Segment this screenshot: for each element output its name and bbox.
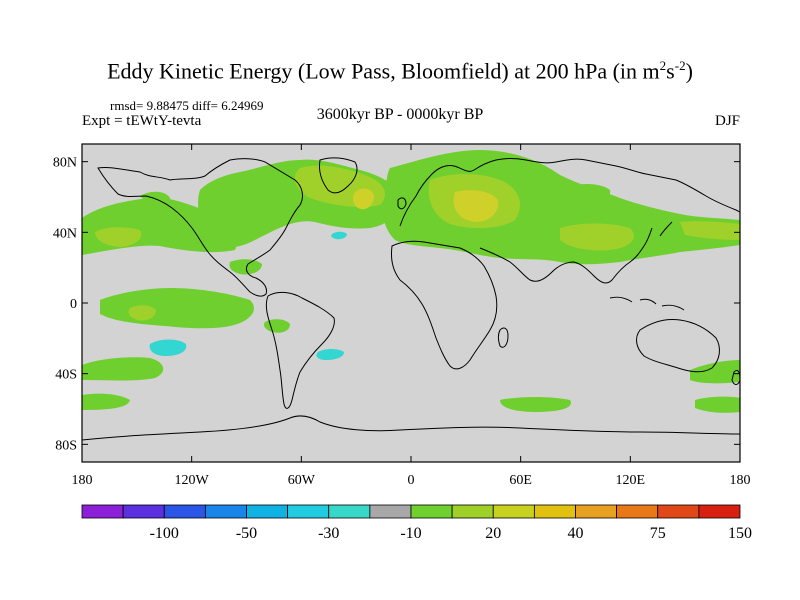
y-tick-label: 80N	[53, 156, 77, 171]
field-region	[316, 349, 344, 360]
coast-british-isles	[397, 197, 407, 210]
x-tick-label: 180	[730, 473, 751, 488]
colorbar-label: -100	[150, 525, 179, 542]
coastlines	[82, 157, 740, 441]
field-region	[128, 305, 156, 321]
colorbar-label: 40	[568, 525, 584, 542]
period-label: 3600kyr BP - 0000kyr BP	[316, 106, 484, 123]
colorbar-swatch	[163, 504, 206, 519]
x-tick-label: 120W	[175, 473, 210, 488]
field-region	[331, 231, 347, 240]
x-tick-label: 0	[408, 473, 415, 488]
y-tick-label: 80S	[55, 438, 77, 453]
coast-greenland	[319, 157, 358, 194]
colorbar-swatch	[657, 504, 700, 519]
colorbar-swatch	[533, 504, 576, 519]
field-region	[690, 360, 740, 384]
colorbar-swatch	[698, 504, 741, 519]
x-tick-label: 120E	[616, 473, 646, 488]
colorbar-swatch	[575, 504, 618, 519]
field-region	[560, 223, 634, 251]
colorbar-swatch	[451, 504, 494, 519]
colorbar-label: -10	[400, 525, 421, 542]
colorbar-labels: -100 -50 -30 -10 20 40 75 150	[150, 525, 752, 542]
coast-eurasia	[399, 158, 740, 227]
colorbar-label: 75	[650, 525, 666, 542]
field-region	[560, 184, 611, 204]
x-axis: 180 120W 60W 0 60E 120E 180	[72, 144, 751, 488]
field-region	[695, 396, 740, 413]
colorbar-label: -30	[318, 525, 339, 542]
colorbar-label: -50	[236, 525, 257, 542]
coast-japan	[659, 221, 673, 237]
title-sup2: -2	[674, 58, 686, 73]
colorbar-swatch	[492, 504, 535, 519]
coast-antarctica	[82, 415, 740, 441]
y-axis: 80N 40N 0 40S 80S	[53, 156, 740, 453]
x-tick-label: 60W	[288, 473, 316, 488]
colorbar-swatch	[369, 504, 412, 519]
field-region	[82, 357, 164, 381]
y-tick-label: 0	[70, 297, 77, 312]
stats-text: rmsd= 9.88475 diff= 6.24969	[110, 98, 264, 113]
field-region	[149, 339, 187, 356]
field-region	[680, 221, 740, 240]
colorbar-label: 20	[485, 525, 501, 542]
title-main: Eddy Kinetic Energy (Low Pass, Bloomfiel…	[107, 58, 660, 84]
colorbar-swatch	[616, 504, 659, 519]
field-region	[263, 319, 290, 333]
field-region	[353, 188, 374, 210]
colorbar-swatch	[246, 504, 289, 519]
chart-title: Eddy Kinetic Energy (Low Pass, Bloomfiel…	[0, 58, 800, 84]
colorbar-swatch	[410, 504, 453, 519]
coast-australia	[636, 319, 720, 373]
y-tick-label: 40S	[55, 368, 77, 383]
field-region	[229, 259, 262, 275]
coast-south-america	[265, 291, 335, 409]
colorbar-swatch	[328, 504, 371, 519]
colorbar-swatch	[204, 504, 247, 519]
coast-africa	[391, 240, 498, 370]
colorbar-label: 150	[728, 525, 752, 542]
field-region	[95, 227, 142, 247]
title-sup1: 2	[659, 58, 667, 73]
coast-asia-south	[479, 227, 653, 284]
colorbar-swatch	[81, 504, 124, 519]
title-mid: s	[666, 58, 675, 84]
x-tick-label: 60E	[509, 473, 532, 488]
colorbar	[81, 504, 741, 519]
colorbar-swatch	[122, 504, 165, 519]
y-tick-label: 40N	[53, 226, 77, 241]
field-layer	[82, 150, 740, 413]
x-tick-label: 180	[72, 473, 93, 488]
field-region	[82, 393, 130, 410]
field-region	[500, 397, 571, 412]
coast-madagascar	[498, 327, 509, 348]
experiment-label: Expt = tEWtY-tevta	[82, 113, 202, 129]
field-region	[453, 190, 499, 222]
coast-north-america	[97, 158, 303, 297]
colorbar-swatch	[287, 504, 330, 519]
coast-indonesia	[609, 296, 685, 311]
season-label: DJF	[714, 113, 740, 129]
title-end: )	[685, 58, 693, 84]
field-region	[140, 191, 171, 208]
